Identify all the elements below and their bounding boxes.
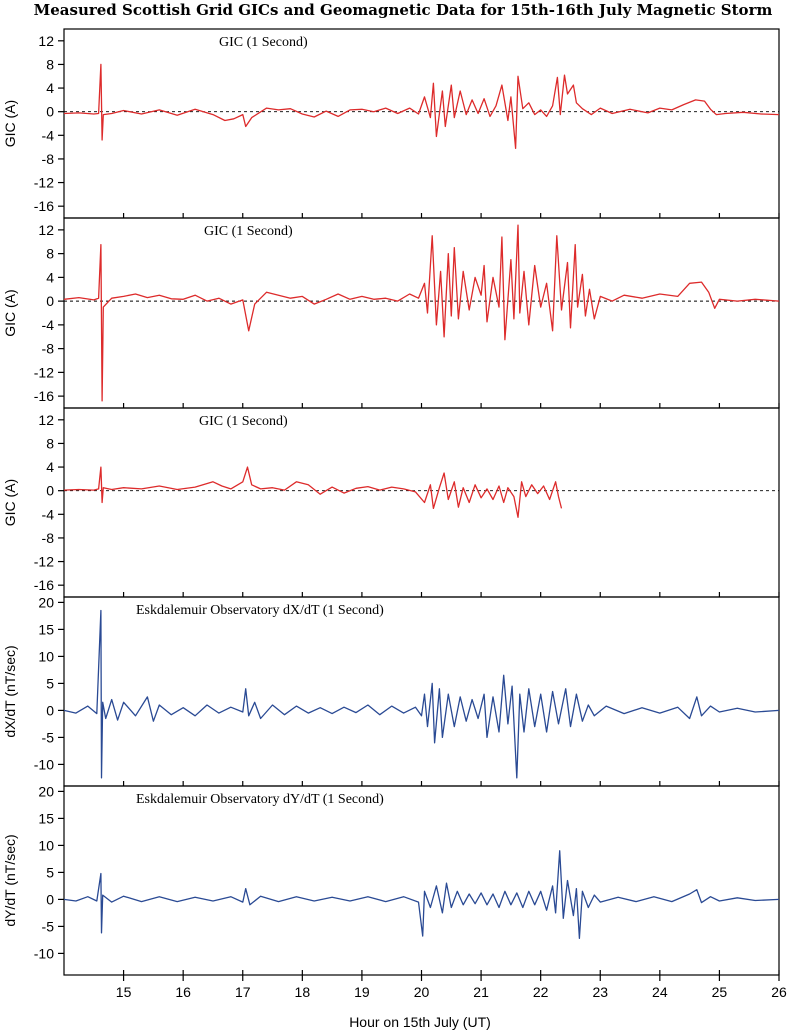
y-tick-label: -4	[42, 506, 55, 522]
y-tick-label: 4	[46, 459, 54, 475]
y-tick-label: 12	[38, 412, 54, 428]
x-tick-label: 18	[295, 984, 311, 1000]
x-tick-label: 26	[771, 984, 787, 1000]
y-tick-label: 20	[38, 783, 54, 799]
y-tick-label: -8	[42, 341, 55, 357]
panel-4: 20 15 10 5 0 -5 -10 dX/dT (nT/sec) Eskdalemuir O…	[2, 594, 780, 787]
y-tick-label: -10	[34, 756, 54, 772]
panel-label: GIC (1 Second)	[199, 414, 288, 429]
y-tick-label: -16	[34, 577, 54, 593]
series-line	[63, 224, 780, 402]
y-tick-label: -12	[34, 554, 54, 570]
x-tick-label: 24	[652, 984, 668, 1000]
panel-label: Eskdalemuir Observatory dY/dT (1 Second)	[136, 792, 384, 807]
y-tick-label: -10	[34, 945, 54, 961]
y-axis-label: GIC (A)	[2, 289, 18, 336]
x-tick-label: 19	[354, 984, 370, 1000]
y-axis-label: GIC (A)	[2, 100, 18, 147]
y-tick-label: 15	[38, 810, 54, 826]
series-line	[63, 63, 780, 149]
y-tick-label: -12	[34, 364, 54, 380]
x-tick-label: 16	[175, 984, 191, 1000]
panel-5: 20 15 10 5 0 -5 -10 dY/dT (nT/sec) Eskdalemuir O…	[2, 783, 780, 976]
y-tick-label: 4	[46, 80, 54, 96]
y-tick-label: 4	[46, 269, 54, 285]
y-tick-label: 10	[38, 648, 54, 664]
panel-label: Eskdalemuir Observatory dX/dT (1 Second)	[136, 603, 384, 618]
y-tick-label: 8	[46, 246, 54, 262]
x-tick-label: 20	[414, 984, 430, 1000]
y-tick-label: 0	[46, 293, 54, 309]
y-tick-label: 5	[46, 675, 54, 691]
x-tick-label: 25	[712, 984, 728, 1000]
panel-2: 12 8 4 0 -4 -8 -12 -16 GIC (A) GIC (1 Second)	[2, 217, 780, 409]
y-axis-label: dX/dT (nT/sec)	[2, 645, 18, 737]
x-axis-label: Hour on 15th July (UT)	[349, 1014, 491, 1030]
y-tick-label: -5	[42, 918, 55, 934]
panel-frame	[63, 785, 780, 976]
y-tick-label: -8	[42, 530, 55, 546]
x-tick-label: 23	[592, 984, 608, 1000]
y-tick-label: -12	[34, 175, 54, 191]
y-tick-label: -5	[42, 729, 55, 745]
y-tick-label: 12	[38, 33, 54, 49]
y-tick-label: 10	[38, 837, 54, 853]
y-tick-label: 20	[38, 594, 54, 610]
y-tick-label: 8	[46, 435, 54, 451]
y-tick-label: 15	[38, 621, 54, 637]
y-tick-label: 0	[46, 104, 54, 120]
y-tick-label: 12	[38, 222, 54, 238]
y-tick-label: -16	[34, 388, 54, 404]
figure-title: Measured Scottish Grid GICs and Geomagne…	[34, 1, 773, 19]
y-axis-label: dY/dT (nT/sec)	[2, 834, 18, 926]
panel-3: 12 8 4 0 -4 -8 -12 -16 GIC (A) GIC (1 Second)	[2, 407, 780, 598]
panel-label: GIC (1 Second)	[219, 35, 308, 50]
y-tick-label: -8	[42, 151, 55, 167]
x-tick-label: 17	[235, 984, 251, 1000]
series-line	[63, 850, 780, 939]
panel-1: 12 8 4 0 -4 -8 -12 -16 GIC (A) GIC (1 Second)	[2, 28, 780, 219]
x-tick-label: 21	[473, 984, 489, 1000]
panel-frame	[63, 596, 780, 787]
y-tick-label: -4	[42, 127, 55, 143]
y-tick-label: 0	[46, 891, 54, 907]
y-tick-label: 0	[46, 483, 54, 499]
panel-frame	[63, 28, 780, 219]
y-tick-label: -16	[34, 198, 54, 214]
series-line	[63, 466, 563, 518]
y-tick-label: -4	[42, 317, 55, 333]
panel-frame	[63, 217, 780, 409]
series-line	[63, 609, 780, 779]
panel-label: GIC (1 Second)	[204, 224, 293, 239]
y-tick-label: 5	[46, 864, 54, 880]
y-tick-label: 0	[46, 702, 54, 718]
x-tick-label: 22	[533, 984, 549, 1000]
x-tick-label: 15	[116, 984, 132, 1000]
y-tick-label: 8	[46, 56, 54, 72]
y-axis-label: GIC (A)	[2, 479, 18, 526]
panel-frame	[63, 407, 780, 598]
panels: 12 8 4 0 -4 -8 -12 -16 GIC (A) GIC (1 Second) 12 8 4…	[2, 28, 787, 1000]
